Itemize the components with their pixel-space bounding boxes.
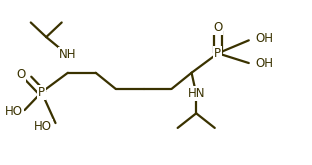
Text: O: O <box>16 68 25 81</box>
Text: OH: OH <box>255 57 273 69</box>
Text: HN: HN <box>188 87 205 100</box>
Text: O: O <box>213 21 222 34</box>
Text: P: P <box>214 47 221 60</box>
Text: P: P <box>38 86 45 99</box>
Text: HO: HO <box>34 120 52 133</box>
Text: HO: HO <box>5 105 23 118</box>
Text: OH: OH <box>255 32 273 45</box>
Text: NH: NH <box>59 48 77 61</box>
